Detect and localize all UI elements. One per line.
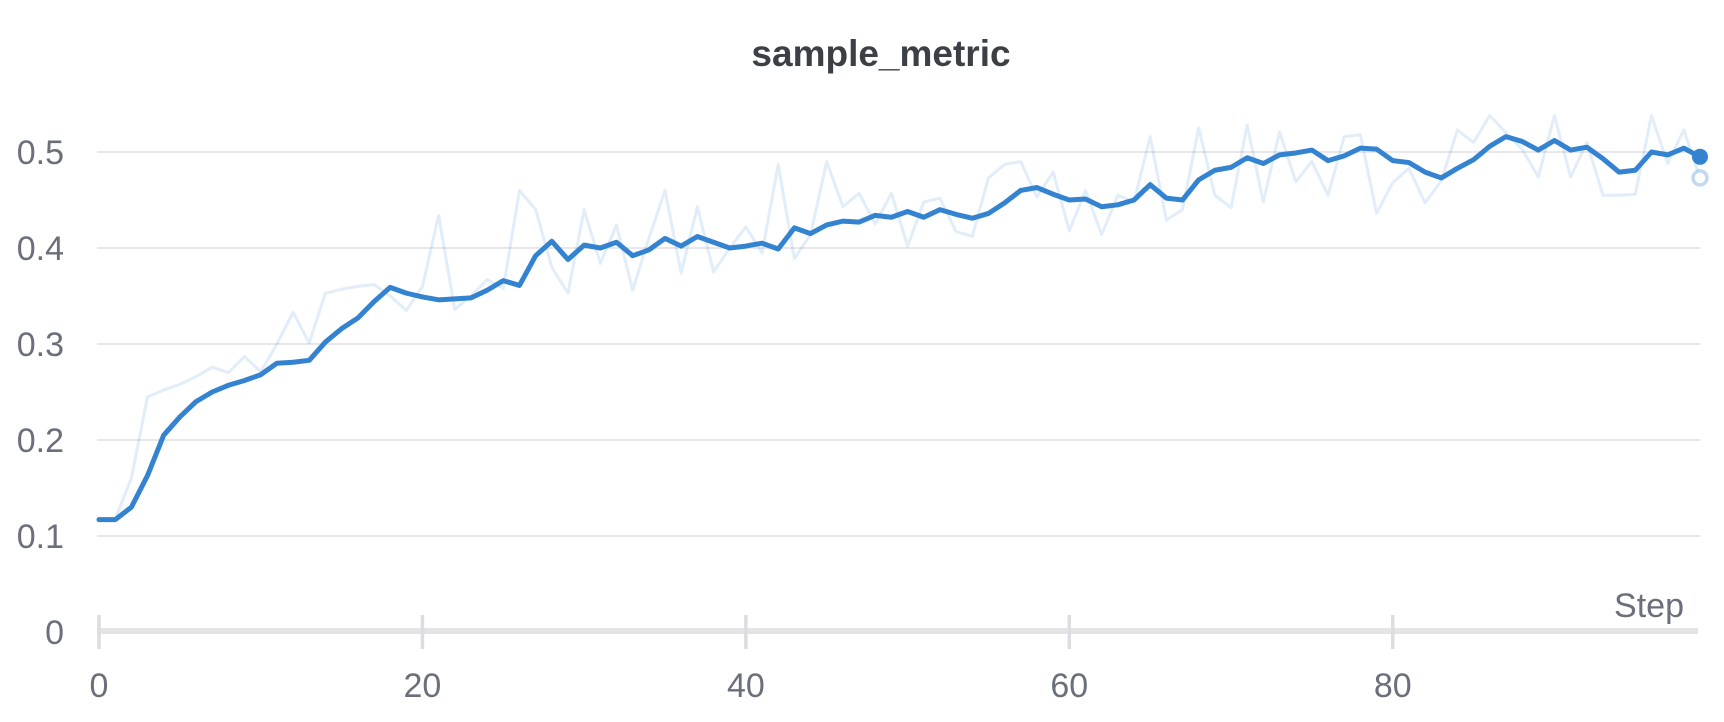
y-tick-label: 0.5: [17, 134, 64, 172]
y-axis-tick-labels: 0 0.1 0.2 0.3 0.4 0.5: [17, 134, 64, 652]
x-axis-tick-labels: 0 20 40 60 80: [90, 667, 1412, 705]
x-axis-baseline: [97, 628, 1698, 634]
x-axis-ticks: [97, 615, 1395, 649]
smoothed-series-line: [96, 134, 1708, 523]
raw-series-line: [97, 114, 1709, 522]
y-tick-label: 0.4: [17, 230, 64, 268]
chart-title: sample_metric: [751, 33, 1010, 74]
raw-series-end-ring: [1691, 169, 1709, 187]
smoothed-series-end-dot: [1692, 148, 1708, 165]
y-tick-label: 0.3: [17, 326, 64, 364]
y-tick-label: 0: [45, 614, 64, 652]
x-tick-label: 40: [727, 667, 765, 705]
x-axis-title: Step: [1614, 587, 1684, 625]
y-tick-label: 0.1: [17, 518, 64, 556]
x-tick-label: 60: [1050, 667, 1088, 705]
y-tick-label: 0.2: [17, 422, 64, 460]
x-tick-label: 0: [90, 667, 109, 705]
x-tick-label: 80: [1374, 667, 1412, 705]
y-gridlines: [97, 151, 1700, 537]
x-tick-label: 20: [404, 667, 442, 705]
